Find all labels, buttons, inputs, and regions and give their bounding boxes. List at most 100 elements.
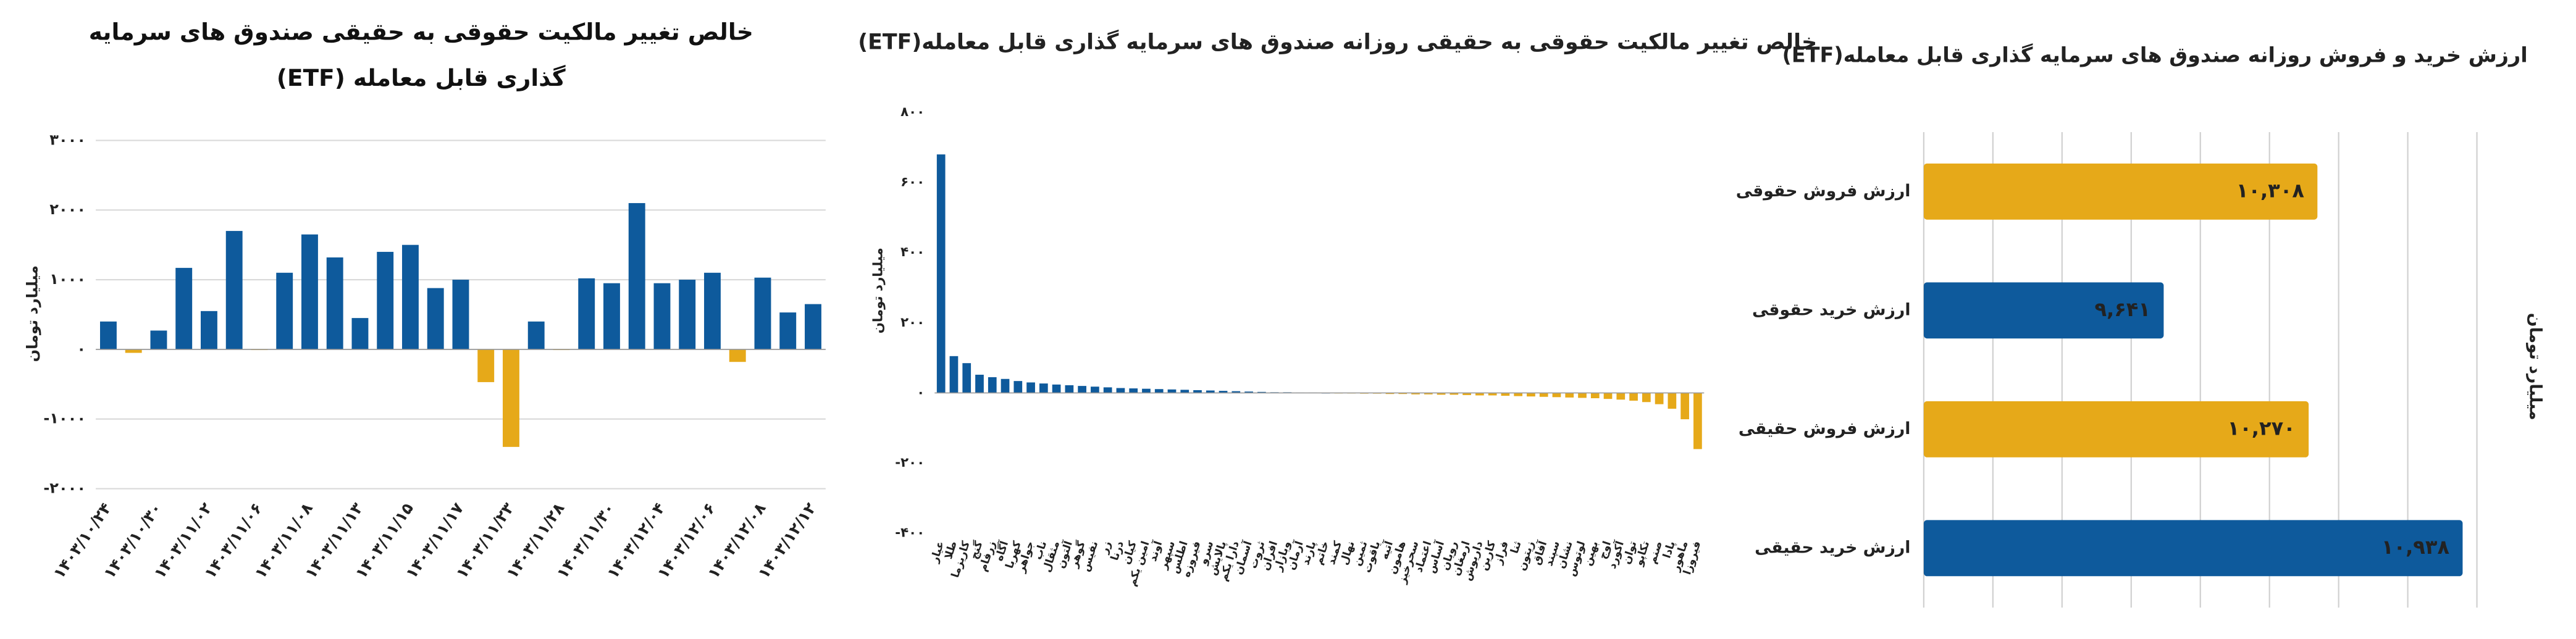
category-label: ارزش فروش حقوقی bbox=[1736, 182, 1911, 201]
bar bbox=[1693, 393, 1702, 449]
bar bbox=[679, 280, 696, 349]
bar bbox=[125, 349, 142, 353]
y-axis-label: میلیارد تومان bbox=[23, 265, 41, 362]
bar bbox=[477, 349, 495, 382]
bar bbox=[1385, 393, 1395, 395]
bar bbox=[1923, 163, 2318, 220]
bar bbox=[1167, 389, 1177, 393]
bar bbox=[1514, 393, 1523, 396]
bar bbox=[1424, 393, 1433, 395]
value-label: ۹,۶۴۱ bbox=[2094, 298, 2150, 321]
bar bbox=[754, 277, 771, 349]
bar bbox=[653, 283, 671, 349]
y-tick-label: ۶۰۰ bbox=[900, 175, 925, 190]
bar bbox=[1231, 391, 1241, 393]
bar bbox=[100, 321, 117, 349]
y-tick-label: ۸۰۰ bbox=[900, 104, 925, 120]
bar bbox=[1193, 390, 1202, 393]
bar bbox=[1462, 393, 1471, 395]
bar bbox=[201, 311, 217, 349]
bar bbox=[1411, 393, 1420, 395]
bar bbox=[1398, 393, 1408, 395]
value-label: ۱۰,۹۳۸ bbox=[2381, 535, 2450, 559]
bar bbox=[603, 283, 620, 349]
bar bbox=[1655, 393, 1664, 404]
bar bbox=[805, 304, 821, 349]
bar bbox=[1154, 389, 1164, 393]
bar bbox=[503, 349, 519, 447]
bar bbox=[1578, 393, 1587, 398]
bar bbox=[1475, 393, 1484, 396]
bar bbox=[1116, 388, 1125, 393]
bar bbox=[949, 356, 959, 393]
bar bbox=[1257, 391, 1266, 393]
bar bbox=[1244, 391, 1253, 393]
bar bbox=[704, 272, 721, 349]
bar bbox=[1001, 378, 1010, 393]
y-tick-label: ۳۰۰۰ bbox=[49, 131, 86, 148]
y-tick-label: -۲۰۰۰ bbox=[43, 480, 86, 497]
y-tick-label: -۲۰۰ bbox=[895, 455, 925, 470]
bar bbox=[1129, 388, 1138, 393]
y-tick-label: ۲۰۰۰ bbox=[49, 201, 86, 218]
bar bbox=[1923, 282, 2164, 339]
bar bbox=[150, 330, 167, 349]
bar bbox=[1616, 393, 1626, 400]
bar bbox=[377, 251, 394, 349]
y-tick-label: ۰ bbox=[77, 340, 86, 357]
y-tick-label: ۲۰۰ bbox=[900, 315, 925, 330]
y-tick-label: -۱۰۰۰ bbox=[43, 410, 86, 427]
bar bbox=[779, 312, 797, 349]
bar bbox=[1590, 393, 1600, 399]
bar bbox=[936, 154, 946, 393]
bar bbox=[1923, 401, 2309, 457]
bar bbox=[427, 288, 444, 349]
bar bbox=[402, 244, 419, 349]
bar bbox=[1923, 520, 2463, 577]
bar bbox=[351, 318, 369, 349]
y-tick-label: -۴۰۰ bbox=[895, 525, 925, 541]
bar bbox=[301, 234, 318, 349]
bar bbox=[1668, 393, 1677, 409]
bar bbox=[276, 272, 293, 349]
bar bbox=[225, 231, 243, 349]
y-axis-label: میلیارد تومان bbox=[870, 248, 886, 333]
bar bbox=[1013, 381, 1023, 393]
y-tick-label: ۴۰۰ bbox=[900, 244, 925, 260]
bar bbox=[326, 257, 343, 349]
bar bbox=[1065, 385, 1074, 393]
bar bbox=[175, 267, 193, 349]
bar bbox=[527, 321, 545, 349]
title-box: خالص تغییر مالکیت حقوقی به حقیقی صندوق ه… bbox=[89, 20, 753, 93]
category-label: ارزش فروش حقیقی bbox=[1739, 419, 1911, 438]
bar bbox=[1103, 387, 1112, 393]
bar bbox=[988, 377, 997, 393]
chart-title: ارزش خرید و فروش روزانه صندوق های سرمایه… bbox=[1782, 43, 2528, 68]
bar bbox=[1629, 393, 1638, 401]
value-label: ۱۰,۲۷۰ bbox=[2228, 416, 2296, 440]
bar bbox=[1142, 388, 1151, 393]
bar bbox=[1642, 393, 1651, 403]
bar bbox=[1488, 393, 1497, 396]
y-tick-label: ۰ bbox=[917, 385, 925, 400]
bar bbox=[729, 349, 746, 362]
bar bbox=[1501, 393, 1510, 396]
bar bbox=[1552, 393, 1561, 398]
bar bbox=[1450, 393, 1459, 395]
chart-title: خالص تغییر مالکیت حقوقی به حقیقی روزانه … bbox=[858, 30, 1817, 55]
bar bbox=[1603, 393, 1613, 399]
bar bbox=[1527, 393, 1535, 397]
axis-label: میلیارد تومان bbox=[2526, 313, 2545, 420]
value-label: ۱۰,۳۰۸ bbox=[2236, 178, 2305, 202]
bar bbox=[1680, 393, 1689, 420]
bar bbox=[628, 203, 645, 349]
bar bbox=[1565, 393, 1574, 398]
bar bbox=[578, 278, 595, 349]
bar bbox=[1539, 393, 1548, 397]
category-label: ارزش خرید حقوقی bbox=[1752, 300, 1911, 319]
category-label: ارزش خرید حقیقی bbox=[1755, 538, 1910, 557]
y-tick-label: ۱۰۰۰ bbox=[49, 270, 86, 288]
bar bbox=[1219, 391, 1228, 393]
bar bbox=[1437, 393, 1446, 395]
